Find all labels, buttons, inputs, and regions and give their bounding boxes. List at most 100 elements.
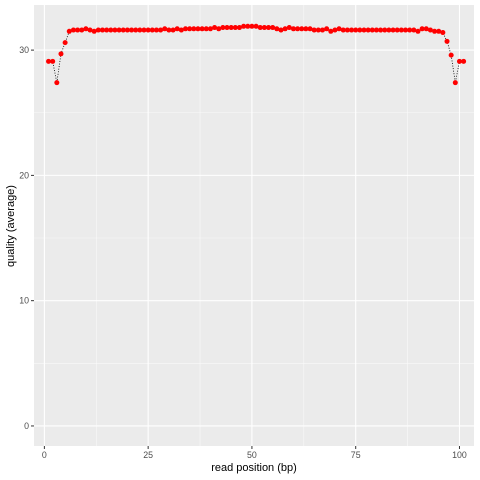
data-point — [282, 26, 288, 32]
data-point — [236, 25, 242, 31]
data-point — [332, 27, 338, 33]
data-point — [104, 27, 110, 33]
data-point — [50, 58, 56, 64]
data-point — [315, 27, 321, 33]
data-point — [83, 26, 89, 32]
data-point — [70, 27, 76, 33]
y-tick-label: 20 — [19, 170, 29, 180]
y-tick-label: 30 — [19, 45, 29, 55]
data-point — [199, 26, 205, 32]
data-point — [207, 26, 213, 32]
x-tick-label: 75 — [351, 450, 361, 460]
data-point — [87, 27, 93, 33]
data-point — [191, 26, 197, 32]
data-point — [232, 25, 238, 31]
data-point — [46, 58, 52, 64]
data-point — [270, 25, 276, 31]
data-point — [220, 25, 226, 31]
data-point — [216, 26, 222, 32]
data-point — [456, 58, 462, 64]
data-point — [365, 27, 371, 33]
data-point — [195, 26, 201, 32]
data-point — [249, 23, 255, 29]
data-point — [290, 26, 296, 32]
data-point — [141, 27, 147, 33]
x-axis-title: read position (bp) — [211, 462, 297, 474]
data-point — [353, 27, 359, 33]
minor-gridlines — [34, 5, 474, 446]
data-point — [145, 27, 151, 33]
y-axis-ticks: 0 10 20 30 — [19, 45, 34, 431]
data-point — [403, 27, 409, 33]
data-point — [286, 25, 292, 31]
data-point — [166, 27, 172, 33]
x-tick-label: 0 — [42, 450, 47, 460]
data-point — [75, 27, 81, 33]
data-point — [124, 27, 130, 33]
data-point — [54, 80, 60, 86]
data-point — [183, 26, 189, 32]
data-point — [120, 27, 126, 33]
data-point — [274, 26, 280, 32]
data-point — [307, 26, 313, 32]
data-point — [137, 27, 143, 33]
data-point — [461, 58, 467, 64]
data-point — [158, 27, 164, 33]
data-point — [295, 26, 301, 32]
data-point — [436, 28, 442, 34]
data-point — [378, 27, 384, 33]
data-point — [95, 27, 101, 33]
data-point — [448, 52, 454, 58]
data-point — [373, 27, 379, 33]
data-point — [382, 27, 388, 33]
data-point — [153, 27, 159, 33]
data-point — [357, 27, 363, 33]
y-tick-label: 0 — [24, 421, 29, 431]
major-gridlines — [34, 5, 474, 446]
data-point — [440, 30, 446, 36]
plot-panel — [34, 5, 474, 446]
data-point — [112, 27, 118, 33]
data-point — [423, 26, 429, 32]
y-tick-label: 10 — [19, 296, 29, 306]
data-point — [278, 27, 284, 33]
data-point — [245, 23, 251, 29]
data-point — [427, 27, 433, 33]
data-point — [162, 26, 168, 32]
data-point — [187, 26, 193, 32]
data-point — [261, 25, 267, 31]
data-point — [178, 27, 184, 33]
data-point — [349, 27, 355, 33]
data-point — [394, 27, 400, 33]
x-tick-label: 50 — [247, 450, 257, 460]
data-point — [228, 25, 234, 31]
data-point — [170, 27, 176, 33]
data-point — [129, 27, 135, 33]
x-tick-label: 100 — [452, 450, 467, 460]
data-point — [212, 25, 218, 31]
data-point — [303, 26, 309, 32]
data-point — [257, 25, 263, 31]
data-point — [79, 27, 85, 33]
data-point — [266, 25, 272, 31]
data-point — [336, 26, 342, 32]
data-point — [407, 27, 413, 33]
data-point — [116, 27, 122, 33]
y-axis-title: quality (average) — [5, 185, 17, 267]
data-point — [398, 27, 404, 33]
data-point — [328, 28, 334, 34]
data-point — [361, 27, 367, 33]
data-point — [432, 28, 438, 34]
data-point — [324, 26, 330, 32]
data-point — [108, 27, 114, 33]
data-point — [299, 26, 305, 32]
data-point — [58, 51, 64, 57]
data-point — [390, 27, 396, 33]
data-point — [133, 27, 139, 33]
x-tick-label: 25 — [143, 450, 153, 460]
data-point — [66, 28, 72, 34]
data-point — [415, 28, 421, 34]
data-point — [340, 27, 346, 33]
data-point — [149, 27, 155, 33]
data-point — [203, 26, 209, 32]
